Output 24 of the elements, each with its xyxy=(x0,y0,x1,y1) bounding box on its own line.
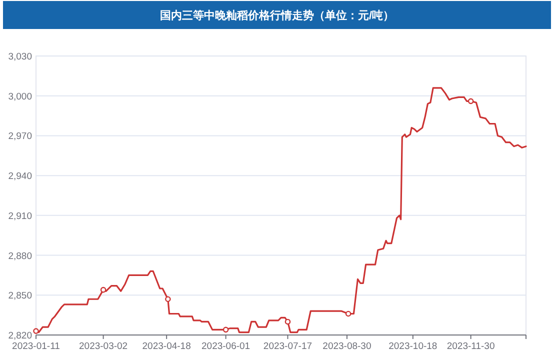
point xyxy=(33,328,39,334)
x-tick-label: 2023-10-18 xyxy=(388,341,438,352)
chart-title: 国内三等中晚籼稻价格行情走势（单位：元/吨） xyxy=(160,9,394,22)
x-tick-label: 2023-04-18 xyxy=(142,341,191,352)
point xyxy=(165,296,171,302)
point xyxy=(222,326,229,333)
y-tick-label: 2,820 xyxy=(8,330,32,342)
point xyxy=(345,310,352,317)
y-tick-label: 2,850 xyxy=(8,290,32,302)
y-tick-label: 2,910 xyxy=(8,210,32,222)
x-tick-label: 2023-11-30 xyxy=(446,341,495,352)
y-tick-label: 3,000 xyxy=(8,91,32,102)
x-tick-label: 2023-01-11 xyxy=(12,341,60,352)
point xyxy=(468,98,474,104)
x-tick-label: 2023-07-17 xyxy=(263,341,312,352)
y-tick-label: 2,880 xyxy=(8,250,32,262)
point xyxy=(284,318,291,325)
y-tick-label: 2,970 xyxy=(8,131,32,142)
x-tick-label: 2023-06-01 xyxy=(202,341,250,352)
x-tick-label: 2023-03-02 xyxy=(79,341,128,352)
y-tick-label: 3,030 xyxy=(8,52,32,62)
y-tick-label: 2,940 xyxy=(8,171,32,182)
point xyxy=(100,286,106,293)
x-tick-label: 2023-08-30 xyxy=(322,341,372,352)
